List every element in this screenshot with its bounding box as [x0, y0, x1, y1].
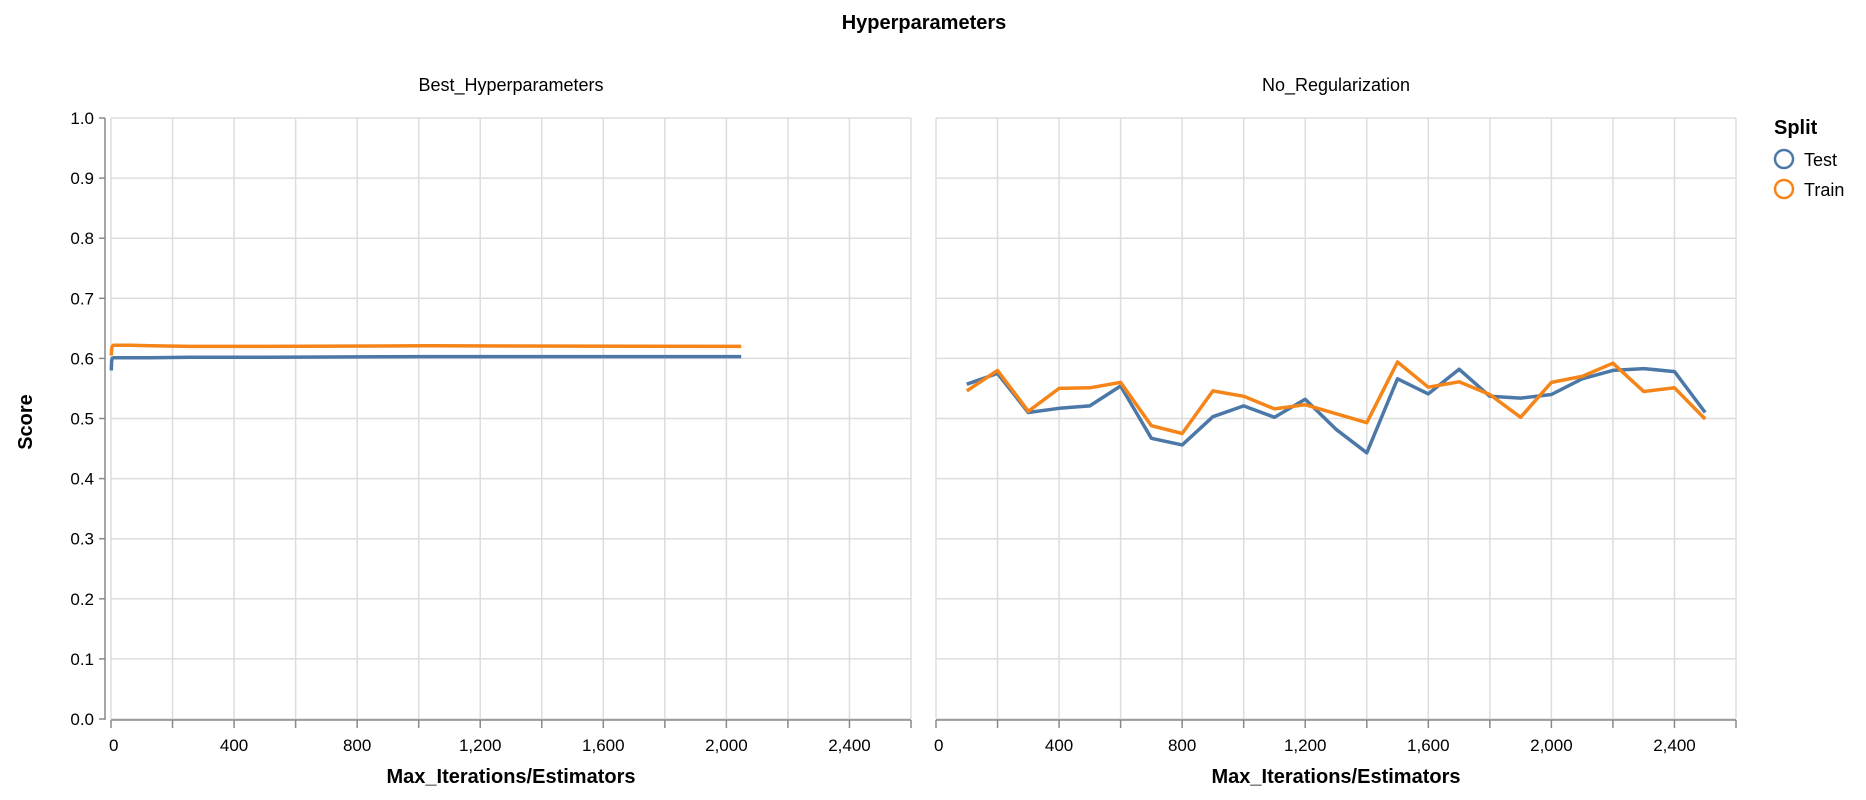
x-tick-label: 0	[109, 736, 118, 755]
legend-symbol-train	[1773, 178, 1795, 200]
x-tick-label: 400	[220, 736, 248, 755]
chart-title: Hyperparameters	[842, 12, 1007, 34]
legend-label-train: Train	[1804, 180, 1844, 200]
x-tick-label: 1,600	[1407, 736, 1450, 755]
y-tick-label: 0.1	[70, 650, 94, 669]
facet-title-best-hyperparameters: Best_Hyperparameters	[418, 75, 603, 96]
series-line-test[interactable]	[966, 366, 1707, 455]
y-tick-label: 0.3	[70, 530, 94, 549]
facet-title-no-regularization: No_Regularization	[1262, 75, 1410, 96]
x-tick-label: 1,200	[459, 736, 502, 755]
y-tick-label: 1.0	[70, 109, 94, 128]
x-tick-label: 1,200	[1284, 736, 1327, 755]
series-line-train[interactable]	[965, 360, 1707, 436]
x-tick-label: 1,600	[582, 736, 625, 755]
y-tick-label: 0.6	[70, 349, 94, 368]
y-tick-label: 0.2	[70, 590, 94, 609]
y-tick-label: 0.5	[70, 410, 94, 429]
series-line-test[interactable]	[109, 354, 742, 371]
x-tick-label: 800	[1168, 736, 1196, 755]
y-tick-label: 0.4	[70, 470, 94, 489]
y-tick-label: 0.8	[70, 229, 94, 248]
x-tick-label: 2,000	[705, 736, 748, 755]
x-tick-label: 2,000	[1530, 736, 1573, 755]
legend-label-test: Test	[1804, 150, 1837, 170]
y-tick-label: 0.9	[70, 169, 94, 188]
x-tick-label: 2,400	[828, 736, 871, 755]
x-tick-label: 400	[1045, 736, 1073, 755]
facets: Best_Hyperparameters 0.0 0.1 0.2 0.3 0.4 0.5 0.…	[70, 75, 1737, 788]
x-axis-title: Max_Iterations/Estimators	[1212, 766, 1461, 788]
facet-no-regularization: No_Regularization 0 400 800 1,200 1,600 2,000 2…	[934, 75, 1737, 788]
legend[interactable]: Split Test Train	[1773, 117, 1844, 200]
x-axis-title: Max_Iterations/Estimators	[387, 766, 636, 788]
x-tick-label: 0	[934, 736, 943, 755]
series-line-train[interactable]	[109, 343, 742, 356]
y-axis-title: Score	[15, 394, 37, 450]
facet-best-hyperparameters: Best_Hyperparameters 0.0 0.1 0.2 0.3 0.4 0.5 0.…	[70, 75, 912, 788]
y-tick-label: 0.0	[70, 710, 94, 729]
x-tick-label: 800	[343, 736, 371, 755]
legend-symbol-test	[1773, 148, 1795, 170]
y-tick-label: 0.7	[70, 289, 94, 308]
legend-title: Split	[1774, 117, 1818, 139]
x-tick-label: 2,400	[1653, 736, 1696, 755]
